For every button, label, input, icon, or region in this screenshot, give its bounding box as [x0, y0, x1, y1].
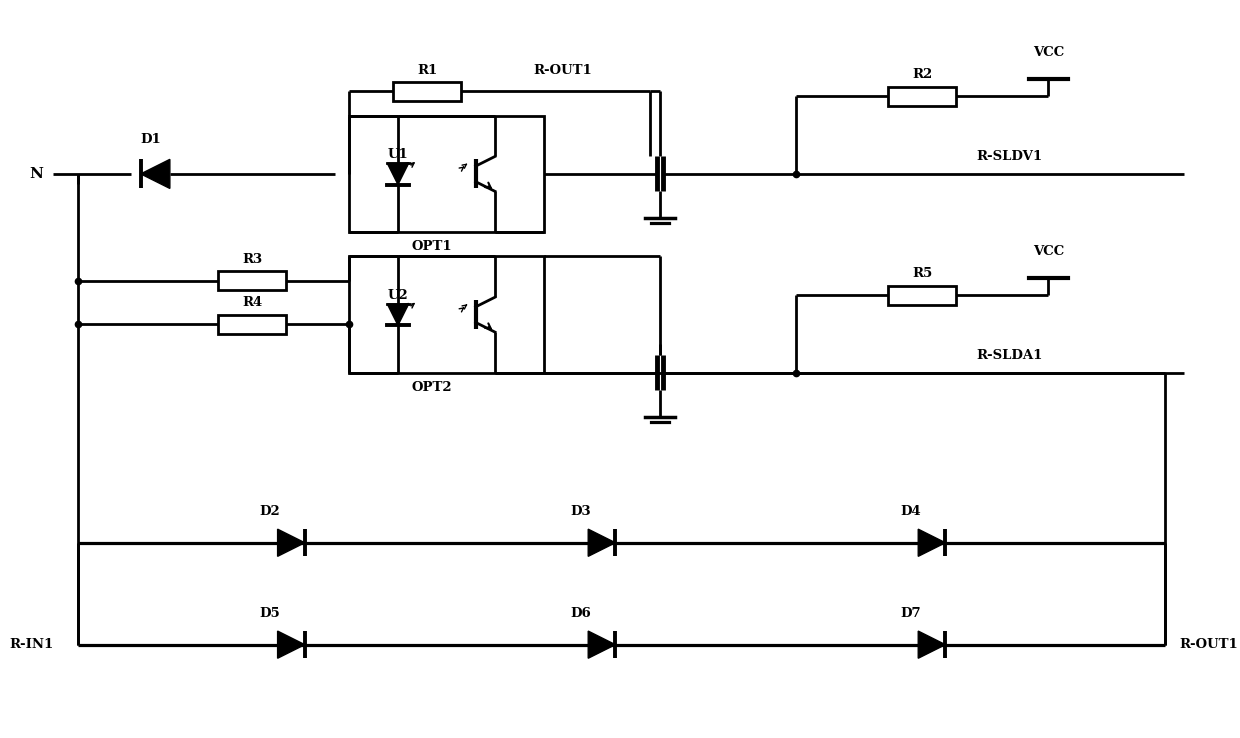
Bar [393, 82, 461, 101]
Polygon shape [278, 631, 305, 658]
Bar [350, 116, 543, 232]
Polygon shape [919, 529, 945, 556]
Polygon shape [278, 529, 305, 556]
Text: R-OUT1: R-OUT1 [533, 63, 593, 77]
Text: R-OUT1: R-OUT1 [1179, 638, 1238, 651]
Polygon shape [141, 159, 170, 188]
Text: VCC: VCC [1033, 46, 1064, 59]
Text: OPT1: OPT1 [412, 240, 453, 253]
Polygon shape [588, 529, 615, 556]
Text: D5: D5 [259, 607, 280, 620]
Text: R-IN1: R-IN1 [10, 638, 55, 651]
Text: R2: R2 [911, 69, 932, 81]
Polygon shape [588, 631, 615, 658]
Text: D6: D6 [570, 607, 590, 620]
Text: U1: U1 [388, 148, 408, 161]
Polygon shape [387, 163, 409, 184]
Text: VCC: VCC [1033, 245, 1064, 258]
Text: R5: R5 [911, 267, 932, 280]
Text: R1: R1 [417, 63, 438, 77]
Text: D7: D7 [900, 607, 921, 620]
Polygon shape [387, 304, 409, 325]
Bar [888, 286, 956, 305]
Text: D2: D2 [259, 506, 280, 518]
Text: R-SLDA1: R-SLDA1 [976, 349, 1043, 362]
Text: OPT2: OPT2 [412, 381, 453, 394]
Text: R-SLDV1: R-SLDV1 [976, 150, 1043, 163]
Text: D3: D3 [570, 506, 590, 518]
Text: D1: D1 [140, 134, 161, 146]
Bar [218, 271, 286, 290]
Bar [218, 314, 286, 334]
Text: U2: U2 [388, 289, 408, 302]
Text: D4: D4 [900, 506, 921, 518]
Bar [888, 86, 956, 106]
Text: N: N [29, 167, 43, 181]
Bar [350, 256, 543, 373]
Text: R4: R4 [242, 297, 263, 309]
Text: R3: R3 [242, 253, 263, 266]
Polygon shape [919, 631, 945, 658]
